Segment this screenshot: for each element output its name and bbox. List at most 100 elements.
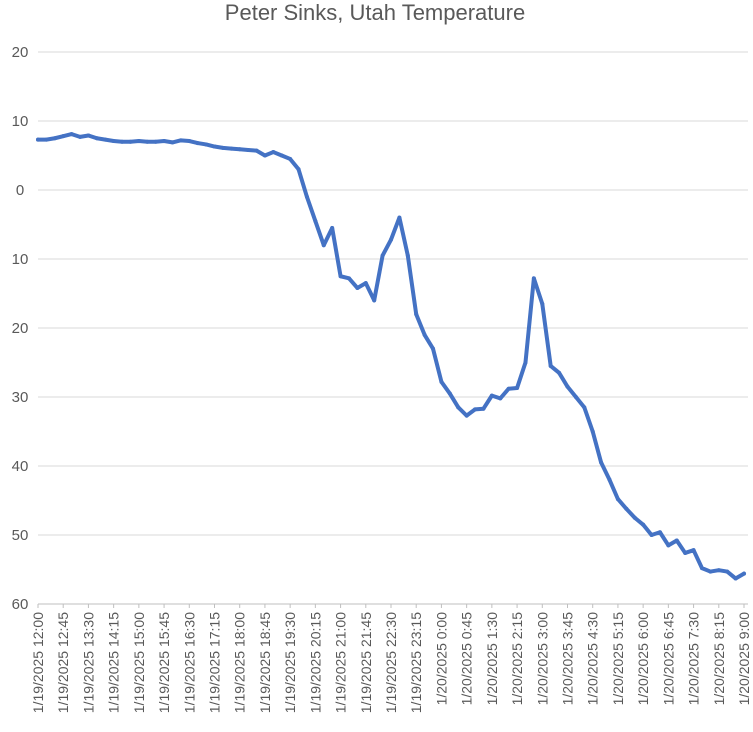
data-point [111,139,116,144]
data-point [615,497,620,502]
x-tick-label: 1/20/2025 2:15 [509,612,525,706]
data-point [481,406,486,411]
data-point [414,312,419,317]
data-point [632,515,637,520]
x-tick-label: 1/20/2025 3:00 [534,612,550,706]
x-tick-label: 1/19/2025 13:30 [80,612,96,713]
data-point [372,298,377,303]
y-tick-label: 20 [12,320,29,337]
y-tick-label: 50 [12,527,29,544]
x-tick-label: 1/19/2025 17:15 [207,612,223,713]
y-tick-label: 10 [12,251,29,268]
data-point [657,530,662,535]
data-point [170,140,175,145]
data-point [565,384,570,389]
x-tick-label: 1/19/2025 12:45 [55,612,71,713]
x-tick-label: 1/19/2025 19:30 [282,612,298,713]
data-point [330,225,335,230]
data-point [405,253,410,258]
data-point [506,386,511,391]
x-tick-label: 1/19/2025 15:45 [156,612,172,713]
data-point [557,370,562,375]
data-point [649,533,654,537]
x-tick-label: 1/20/2025 8:15 [711,612,727,706]
data-point [36,137,40,142]
x-tick-label: 1/20/2025 1:30 [484,612,500,706]
data-point [489,393,494,398]
y-tick-label: 60 [12,596,29,613]
data-point [733,576,738,581]
data-point [313,219,318,224]
data-point [271,150,276,155]
data-point [86,133,91,138]
data-point [456,405,461,410]
data-point [363,281,368,286]
data-point [162,139,167,144]
data-point [691,548,696,553]
data-point [338,274,343,279]
data-point [61,134,66,139]
y-tick-label: 20 [12,44,29,61]
data-point [346,276,351,281]
data-point [699,566,704,571]
data-point [237,147,242,152]
data-point [204,142,209,147]
data-point [212,144,217,149]
data-point [683,550,688,555]
data-point [674,538,679,543]
data-point [145,139,150,144]
data-point [254,148,259,153]
data-point [120,139,125,144]
data-point [136,139,141,144]
data-point [220,145,225,150]
x-tick-label: 1/20/2025 4:30 [585,612,601,706]
data-point [44,137,49,142]
data-point [582,405,587,410]
data-point [355,285,360,290]
data-point [464,413,469,418]
data-point [178,138,183,143]
x-tick-label: 1/19/2025 12:00 [30,612,46,713]
data-point [607,477,612,482]
data-point [431,346,436,351]
data-point [78,134,83,139]
data-point [439,379,444,384]
data-point [473,407,478,412]
x-tick-label: 1/20/2025 0:45 [459,612,475,706]
y-tick-label: 10 [12,113,29,130]
data-point [153,139,158,144]
data-point [279,153,284,158]
x-tick-label: 1/20/2025 3:45 [560,612,576,706]
x-tick-label: 1/19/2025 22:30 [383,612,399,713]
x-tick-label: 1/20/2025 5:15 [610,612,626,706]
data-point [624,506,629,511]
x-axis-ticks: 1/19/2025 12:00 1/19/2025 12:45 1/19/2025 … [30,604,752,713]
x-tick-label: 1/19/2025 21:00 [333,612,349,713]
data-point [94,136,99,141]
data-point [573,395,578,399]
data-point [229,146,234,151]
data-point [288,156,293,161]
data-point [128,139,133,144]
x-tick-label: 1/19/2025 18:45 [257,612,273,713]
data-point [531,276,536,281]
data-point [548,363,553,368]
data-point [195,141,200,146]
y-tick-label: 0 [16,182,24,199]
data-point [52,136,57,141]
chart-title: Peter Sinks, Utah Temperature [225,0,525,25]
data-point [725,569,730,574]
data-point [716,568,721,573]
data-point [447,391,452,396]
gridlines [38,51,748,605]
data-point [389,237,393,242]
data-point [599,460,604,465]
data-point [69,132,74,137]
data-point [380,253,385,258]
x-tick-label: 1/20/2025 9:00 [736,612,752,706]
x-tick-label: 1/20/2025 6:45 [660,612,676,706]
x-tick-label: 1/20/2025 0:00 [433,612,449,706]
data-point [641,522,646,527]
data-point [422,332,427,337]
